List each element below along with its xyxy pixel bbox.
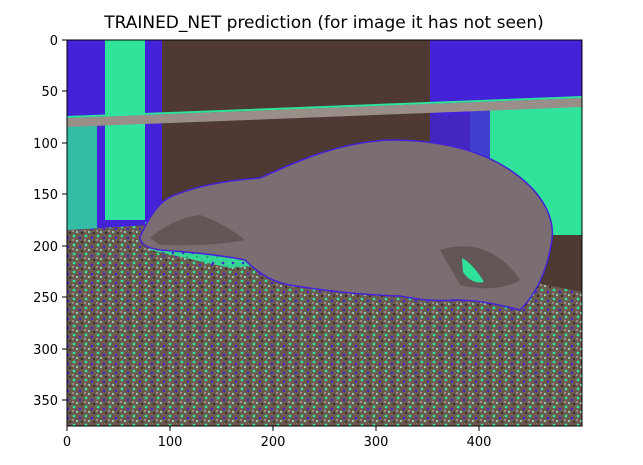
figure-title: TRAINED_NET prediction (for image it has… (103, 13, 544, 33)
prediction-image (67, 40, 582, 426)
animal-silhouette (139, 139, 554, 311)
x-tick-label: 0 (63, 435, 71, 450)
axes-frame (66, 39, 583, 427)
leg-gap-highlight (462, 258, 484, 283)
animal-head-shading (150, 215, 245, 246)
y-tick-label: 150 (33, 188, 58, 203)
left-green-post (105, 40, 145, 220)
animal-leg-shading (440, 246, 520, 289)
y-tick-label: 300 (33, 343, 58, 358)
x-tick-label: 300 (364, 435, 389, 450)
y-tick-label: 250 (33, 291, 58, 306)
y-tick-label: 350 (33, 394, 58, 409)
x-tick-label: 100 (158, 435, 183, 450)
x-tick-label: 200 (261, 435, 286, 450)
fence-rail (67, 98, 582, 127)
x-tick-label: 400 (467, 435, 492, 450)
y-axis: 0 50 100 150 200 250 300 350 (33, 34, 67, 409)
y-tick-label: 0 (50, 34, 58, 49)
y-tick-label: 100 (33, 137, 58, 152)
y-tick-label: 200 (33, 240, 58, 255)
left-green-edge (67, 120, 97, 230)
x-axis: 0 100 200 300 400 (63, 426, 492, 450)
y-tick-label: 50 (41, 85, 58, 100)
